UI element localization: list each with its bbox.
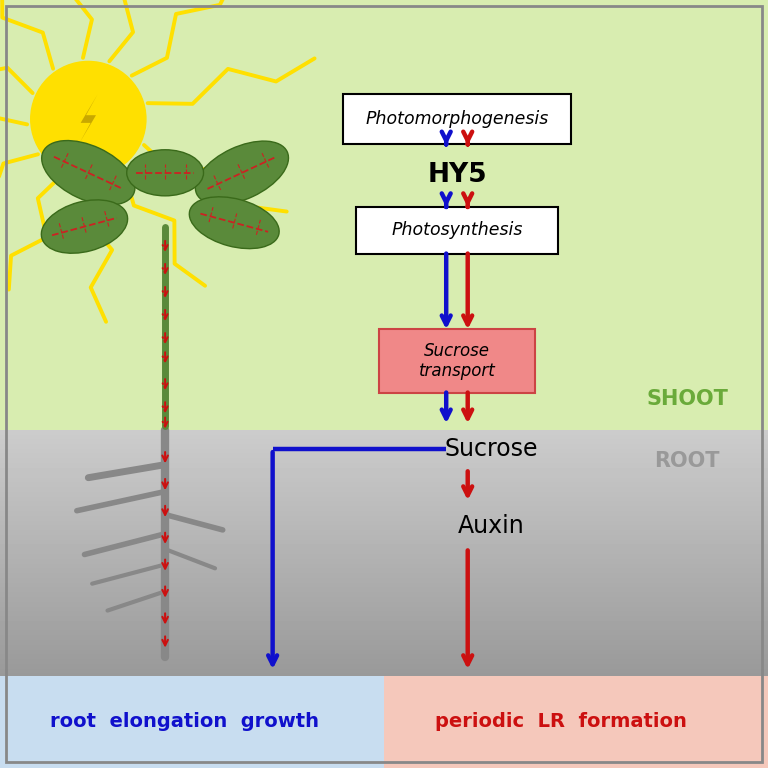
Ellipse shape [195,141,289,204]
Text: Photomorphogenesis: Photomorphogenesis [366,110,548,128]
Text: SHOOT: SHOOT [647,389,728,409]
Ellipse shape [41,200,127,253]
Bar [384,676,768,768]
Text: HY5: HY5 [427,162,487,187]
Ellipse shape [41,141,135,205]
Ellipse shape [127,150,204,196]
Text: Photosynthesis: Photosynthesis [391,221,523,240]
Circle shape [31,61,146,177]
Text: Sucrose: Sucrose [445,437,538,462]
Text: root  elongation  growth: root elongation growth [50,713,319,731]
Ellipse shape [189,197,280,249]
Text: Sucrose
transport: Sucrose transport [419,342,495,380]
FancyBboxPatch shape [379,329,535,393]
Polygon shape [79,94,98,144]
Text: periodic  LR  formation: periodic LR formation [435,713,687,731]
Bar [0,676,384,768]
FancyBboxPatch shape [343,94,571,144]
Bar [0,0,768,430]
FancyBboxPatch shape [356,207,558,254]
Text: ROOT: ROOT [654,451,720,471]
Text: Auxin: Auxin [458,514,525,538]
